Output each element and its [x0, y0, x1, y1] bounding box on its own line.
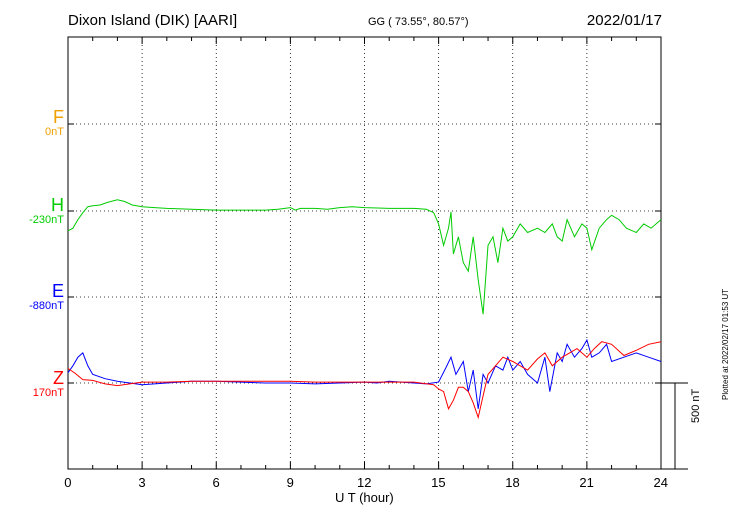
series-line-e	[67, 338, 662, 409]
plotted-timestamp: Plotted at 2022/02/17 01:53 UT	[721, 288, 730, 400]
series-line-h	[67, 199, 662, 315]
component-baseline: -230nT	[29, 214, 64, 226]
component-baseline: 0nT	[45, 126, 64, 138]
x-tick-label: 9	[286, 475, 294, 490]
station-title: Dixon Island (DIK) [AARI]	[68, 12, 238, 29]
component-letter: Z	[53, 368, 64, 388]
x-tick-label: 18	[505, 475, 520, 490]
component-letter: H	[51, 195, 64, 215]
x-axis-label: U T (hour)	[335, 490, 394, 505]
x-tick-label: 0	[64, 475, 72, 490]
x-tick-label: 24	[653, 475, 668, 490]
component-letter: F	[53, 107, 64, 127]
geographic-coordinates: GG ( 73.55°, 80.57°)	[368, 16, 469, 28]
component-baseline: 170nT	[32, 387, 64, 399]
component-h-label: H -230nT	[29, 196, 64, 226]
x-tick-label: 6	[212, 475, 220, 490]
component-z-label: Z 170nT	[33, 369, 64, 399]
component-e-label: E -880nT	[29, 282, 64, 312]
x-tick-label: 3	[138, 475, 146, 490]
component-f-label: F 0nT	[45, 108, 64, 138]
x-tick-label: 15	[431, 475, 446, 490]
component-letter: E	[51, 281, 64, 301]
x-tick-label: 21	[579, 475, 594, 490]
x-tick-label: 12	[357, 475, 372, 490]
component-baseline: -880nT	[29, 300, 64, 312]
plot-date: 2022/01/17	[586, 12, 662, 29]
scale-bar-label: 500 nT	[690, 388, 702, 423]
series-line-z	[67, 341, 662, 420]
